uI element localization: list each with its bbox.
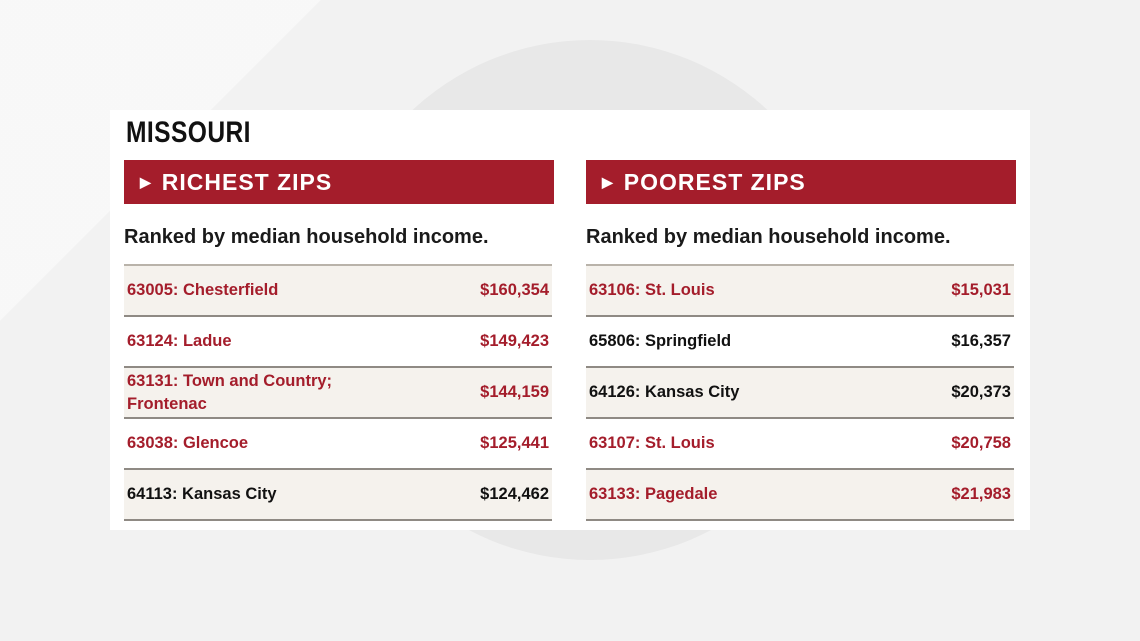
state-title: MISSOURI <box>126 116 251 149</box>
richest-panel: ▶ RICHEST ZIPS Ranked by median househol… <box>124 160 554 521</box>
poorest-banner: ▶ POOREST ZIPS <box>586 160 1016 204</box>
zip-name: 64113: Kansas City <box>127 485 277 503</box>
table-row: 64113: Kansas City $124,462 <box>124 470 552 521</box>
richest-table: 63005: Chesterfield $160,354 63124: Ladu… <box>124 264 552 521</box>
zip-name: 63038: Glencoe <box>127 434 249 452</box>
poorest-panel: ▶ POOREST ZIPS Ranked by median househol… <box>586 160 1016 521</box>
income-value: $149,423 <box>480 332 549 350</box>
income-value: $20,758 <box>951 434 1011 452</box>
richest-subtitle: Ranked by median household income. <box>124 226 489 248</box>
zip-name: 63106: St. Louis <box>589 281 715 299</box>
table-row: 63106: St. Louis $15,031 <box>586 266 1014 317</box>
table-row: 65806: Springfield $16,357 <box>586 317 1014 368</box>
zip-name: 65806: Springfield <box>589 332 732 350</box>
table-row: 63133: Pagedale $21,983 <box>586 470 1014 521</box>
table-row: 63131: Town and Country; Frontenac $144,… <box>124 368 552 419</box>
play-arrow-icon: ▶ <box>140 173 152 190</box>
income-value: $20,373 <box>951 383 1011 401</box>
poorest-banner-label: POOREST ZIPS <box>623 168 806 195</box>
poorest-table: 63106: St. Louis $15,031 65806: Springfi… <box>586 264 1014 521</box>
zip-name: 64126: Kansas City <box>589 383 740 401</box>
income-value: $21,983 <box>951 485 1011 503</box>
table-row: 63124: Ladue $149,423 <box>124 317 552 368</box>
table-row: 64126: Kansas City $20,373 <box>586 368 1014 419</box>
zip-name: 63107: St. Louis <box>589 434 715 452</box>
zip-name: 63005: Chesterfield <box>127 281 279 299</box>
zip-name: 63124: Ladue <box>127 332 232 350</box>
income-value: $160,354 <box>480 281 549 299</box>
richest-banner: ▶ RICHEST ZIPS <box>124 160 554 204</box>
zip-name: 63131: Town and Country; Frontenac <box>127 371 333 413</box>
table-row: 63038: Glencoe $125,441 <box>124 419 552 470</box>
table-row: 63107: St. Louis $20,758 <box>586 419 1014 470</box>
income-value: $125,441 <box>480 434 549 452</box>
richest-banner-label: RICHEST ZIPS <box>161 168 333 195</box>
income-value: $144,159 <box>480 383 549 401</box>
poorest-subtitle: Ranked by median household income. <box>586 226 951 248</box>
income-value: $16,357 <box>951 332 1011 350</box>
zip-name: 63133: Pagedale <box>589 485 718 503</box>
play-arrow-icon: ▶ <box>602 173 614 190</box>
table-row: 63005: Chesterfield $160,354 <box>124 266 552 317</box>
income-value: $15,031 <box>951 281 1011 299</box>
income-value: $124,462 <box>480 485 549 503</box>
